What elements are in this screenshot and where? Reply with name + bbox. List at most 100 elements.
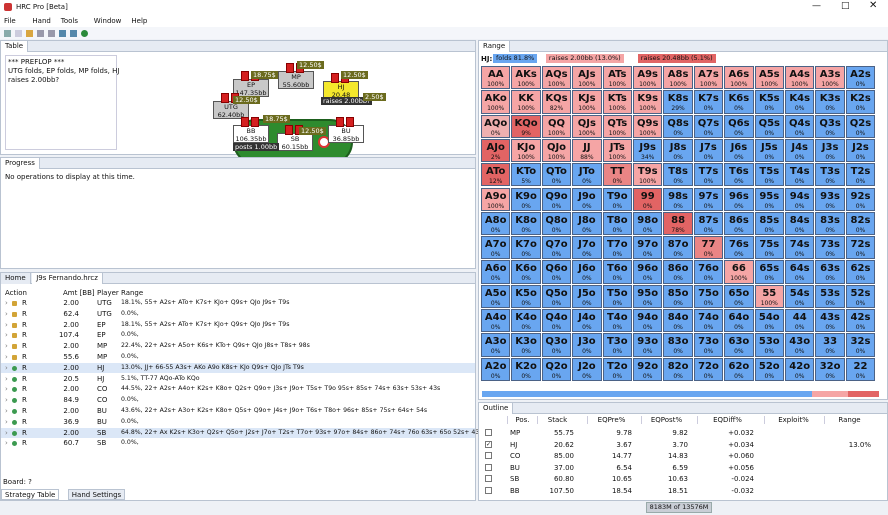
range-cell[interactable]: J4s 0% xyxy=(785,138,815,163)
tool-icon[interactable] xyxy=(48,30,55,37)
range-cell[interactable]: K6s 0% xyxy=(724,90,754,114)
range-cell[interactable]: 75o 0% xyxy=(693,284,724,308)
range-cell[interactable]: QTo 0% xyxy=(541,163,572,187)
range-cell[interactable]: Q2s 0% xyxy=(845,114,876,138)
range-cell[interactable]: T7o 0% xyxy=(602,236,632,260)
range-cell[interactable]: 83s 0% xyxy=(815,211,845,236)
range-cell[interactable]: 73s 0% xyxy=(815,236,845,260)
range-cell[interactable]: KJs 100% xyxy=(572,90,602,114)
bottom-tab[interactable]: Strategy Table xyxy=(1,489,60,500)
range-cell[interactable]: K8o 0% xyxy=(511,211,541,236)
range-cell[interactable]: 42o 0% xyxy=(785,357,815,381)
range-cell[interactable]: A2o 0% xyxy=(481,357,511,381)
range-cell[interactable]: J3o 0% xyxy=(572,333,602,357)
menu-item[interactable]: Hand xyxy=(32,17,51,25)
range-cell[interactable]: KTs 100% xyxy=(602,90,632,114)
range-cell[interactable]: 54s 0% xyxy=(785,284,815,308)
range-cell[interactable]: QJs 100% xyxy=(572,114,602,138)
range-cell[interactable]: 44 0% xyxy=(785,309,815,333)
expand-arrow[interactable]: › xyxy=(5,342,8,351)
range-cell[interactable]: K8s 29% xyxy=(663,90,693,114)
range-cell[interactable]: 72o 0% xyxy=(693,357,724,381)
range-cell[interactable]: K4s 0% xyxy=(785,90,815,114)
expand-arrow[interactable]: › xyxy=(5,407,8,415)
range-cell[interactable]: T8s 0% xyxy=(663,163,693,187)
minimize-button[interactable]: — xyxy=(812,1,821,11)
tab[interactable]: Outline xyxy=(479,403,514,414)
range-cell[interactable]: A6o 0% xyxy=(481,260,511,284)
range-cell[interactable]: A7s 100% xyxy=(693,66,724,90)
range-cell[interactable]: 84o 0% xyxy=(663,309,693,333)
range-cell[interactable]: T2o 0% xyxy=(602,357,632,381)
range-cell[interactable]: A4o 0% xyxy=(481,309,511,333)
range-cell[interactable]: 32o 0% xyxy=(815,357,845,381)
range-cell[interactable]: 82o 0% xyxy=(663,357,693,381)
range-cell[interactable]: JTo 0% xyxy=(572,163,602,187)
range-cell[interactable]: QQ 100% xyxy=(541,114,572,138)
range-cell[interactable]: A6s 100% xyxy=(724,66,754,90)
range-cell[interactable]: 53o 0% xyxy=(754,333,784,357)
range-cell[interactable]: 77 0% xyxy=(693,236,724,260)
range-cell[interactable]: 95o 0% xyxy=(633,284,663,308)
range-cell[interactable]: 87o 0% xyxy=(663,236,693,260)
range-cell[interactable]: 93o 0% xyxy=(633,333,663,357)
range-cell[interactable]: 43o 0% xyxy=(785,333,815,357)
range-cell[interactable]: T9o 0% xyxy=(602,187,632,211)
range-cell[interactable]: J7o 0% xyxy=(572,236,602,260)
tab[interactable]: J9s Fernando.hrcz xyxy=(32,273,103,284)
range-cell[interactable]: Q3o 0% xyxy=(541,333,572,357)
range-cell[interactable]: A8s 100% xyxy=(663,66,693,90)
range-cell[interactable]: 95s 0% xyxy=(754,187,784,211)
range-cell[interactable]: 52s 0% xyxy=(845,284,876,308)
range-cell[interactable]: AQs 100% xyxy=(541,66,572,90)
range-cell[interactable]: 64s 0% xyxy=(785,260,815,284)
menu-item[interactable]: Help xyxy=(131,17,148,25)
range-cell[interactable]: AA 100% xyxy=(481,66,511,90)
range-cell[interactable]: KK 100% xyxy=(511,90,541,114)
range-cell[interactable]: 64o 0% xyxy=(724,309,754,333)
range-cell[interactable]: 94s 0% xyxy=(785,187,815,211)
range-cell[interactable]: 85s 0% xyxy=(754,211,784,236)
range-cell[interactable]: 62s 0% xyxy=(845,260,876,284)
checkbox[interactable]: ✓ xyxy=(485,440,492,448)
range-cell[interactable]: 94o 0% xyxy=(633,309,663,333)
range-cell[interactable]: 76o 0% xyxy=(693,260,724,284)
range-cell[interactable]: T5s 0% xyxy=(754,163,784,187)
checkbox[interactable] xyxy=(485,452,492,459)
checkbox[interactable] xyxy=(485,486,492,494)
range-cell[interactable]: T4s 0% xyxy=(785,163,815,187)
range-cell[interactable]: Q8o 0% xyxy=(541,211,572,236)
range-cell[interactable]: T7s 0% xyxy=(693,163,724,187)
range-cell[interactable]: A3s 100% xyxy=(815,66,845,90)
range-cell[interactable]: Q7s 0% xyxy=(693,114,724,138)
range-cell[interactable]: QJo 100% xyxy=(541,138,572,163)
range-cell[interactable]: 66 100% xyxy=(724,260,754,284)
range-cell[interactable]: K6o 0% xyxy=(511,260,541,284)
range-cell[interactable]: K7s 0% xyxy=(693,90,724,114)
range-cell[interactable]: Q4s 0% xyxy=(785,114,815,138)
range-cell[interactable]: K5o 0% xyxy=(511,284,541,308)
checkbox[interactable] xyxy=(485,463,492,471)
range-cell[interactable]: 98s 0% xyxy=(663,187,693,211)
tool-icon[interactable] xyxy=(70,30,77,37)
range-cell[interactable]: KQo 9% xyxy=(511,114,541,138)
range-cell[interactable]: 76s 0% xyxy=(724,236,754,260)
expand-arrow[interactable]: › xyxy=(5,299,8,307)
range-cell[interactable]: Q8s 0% xyxy=(663,114,693,138)
range-cell[interactable]: A7o 0% xyxy=(481,236,511,260)
range-cell[interactable]: Q3s 0% xyxy=(815,114,845,138)
range-cell[interactable]: K7o 0% xyxy=(511,236,541,260)
range-cell[interactable]: ATs 100% xyxy=(602,66,632,90)
range-cell[interactable]: QTs 100% xyxy=(602,114,632,138)
range-cell[interactable]: AKo 100% xyxy=(481,90,511,114)
range-cell[interactable]: KJo 100% xyxy=(511,138,541,163)
expand-arrow[interactable]: › xyxy=(5,439,8,448)
range-cell[interactable]: 42s 0% xyxy=(845,309,876,333)
range-cell[interactable]: AJs 100% xyxy=(572,66,602,90)
range-cell[interactable]: J5s 0% xyxy=(754,138,784,163)
checkbox[interactable] xyxy=(485,475,492,482)
expand-arrow[interactable]: › xyxy=(5,396,8,405)
range-cell[interactable]: 97s 0% xyxy=(693,187,724,211)
range-cell[interactable]: J5o 0% xyxy=(572,284,602,308)
range-cell[interactable]: 33 0% xyxy=(815,333,845,357)
